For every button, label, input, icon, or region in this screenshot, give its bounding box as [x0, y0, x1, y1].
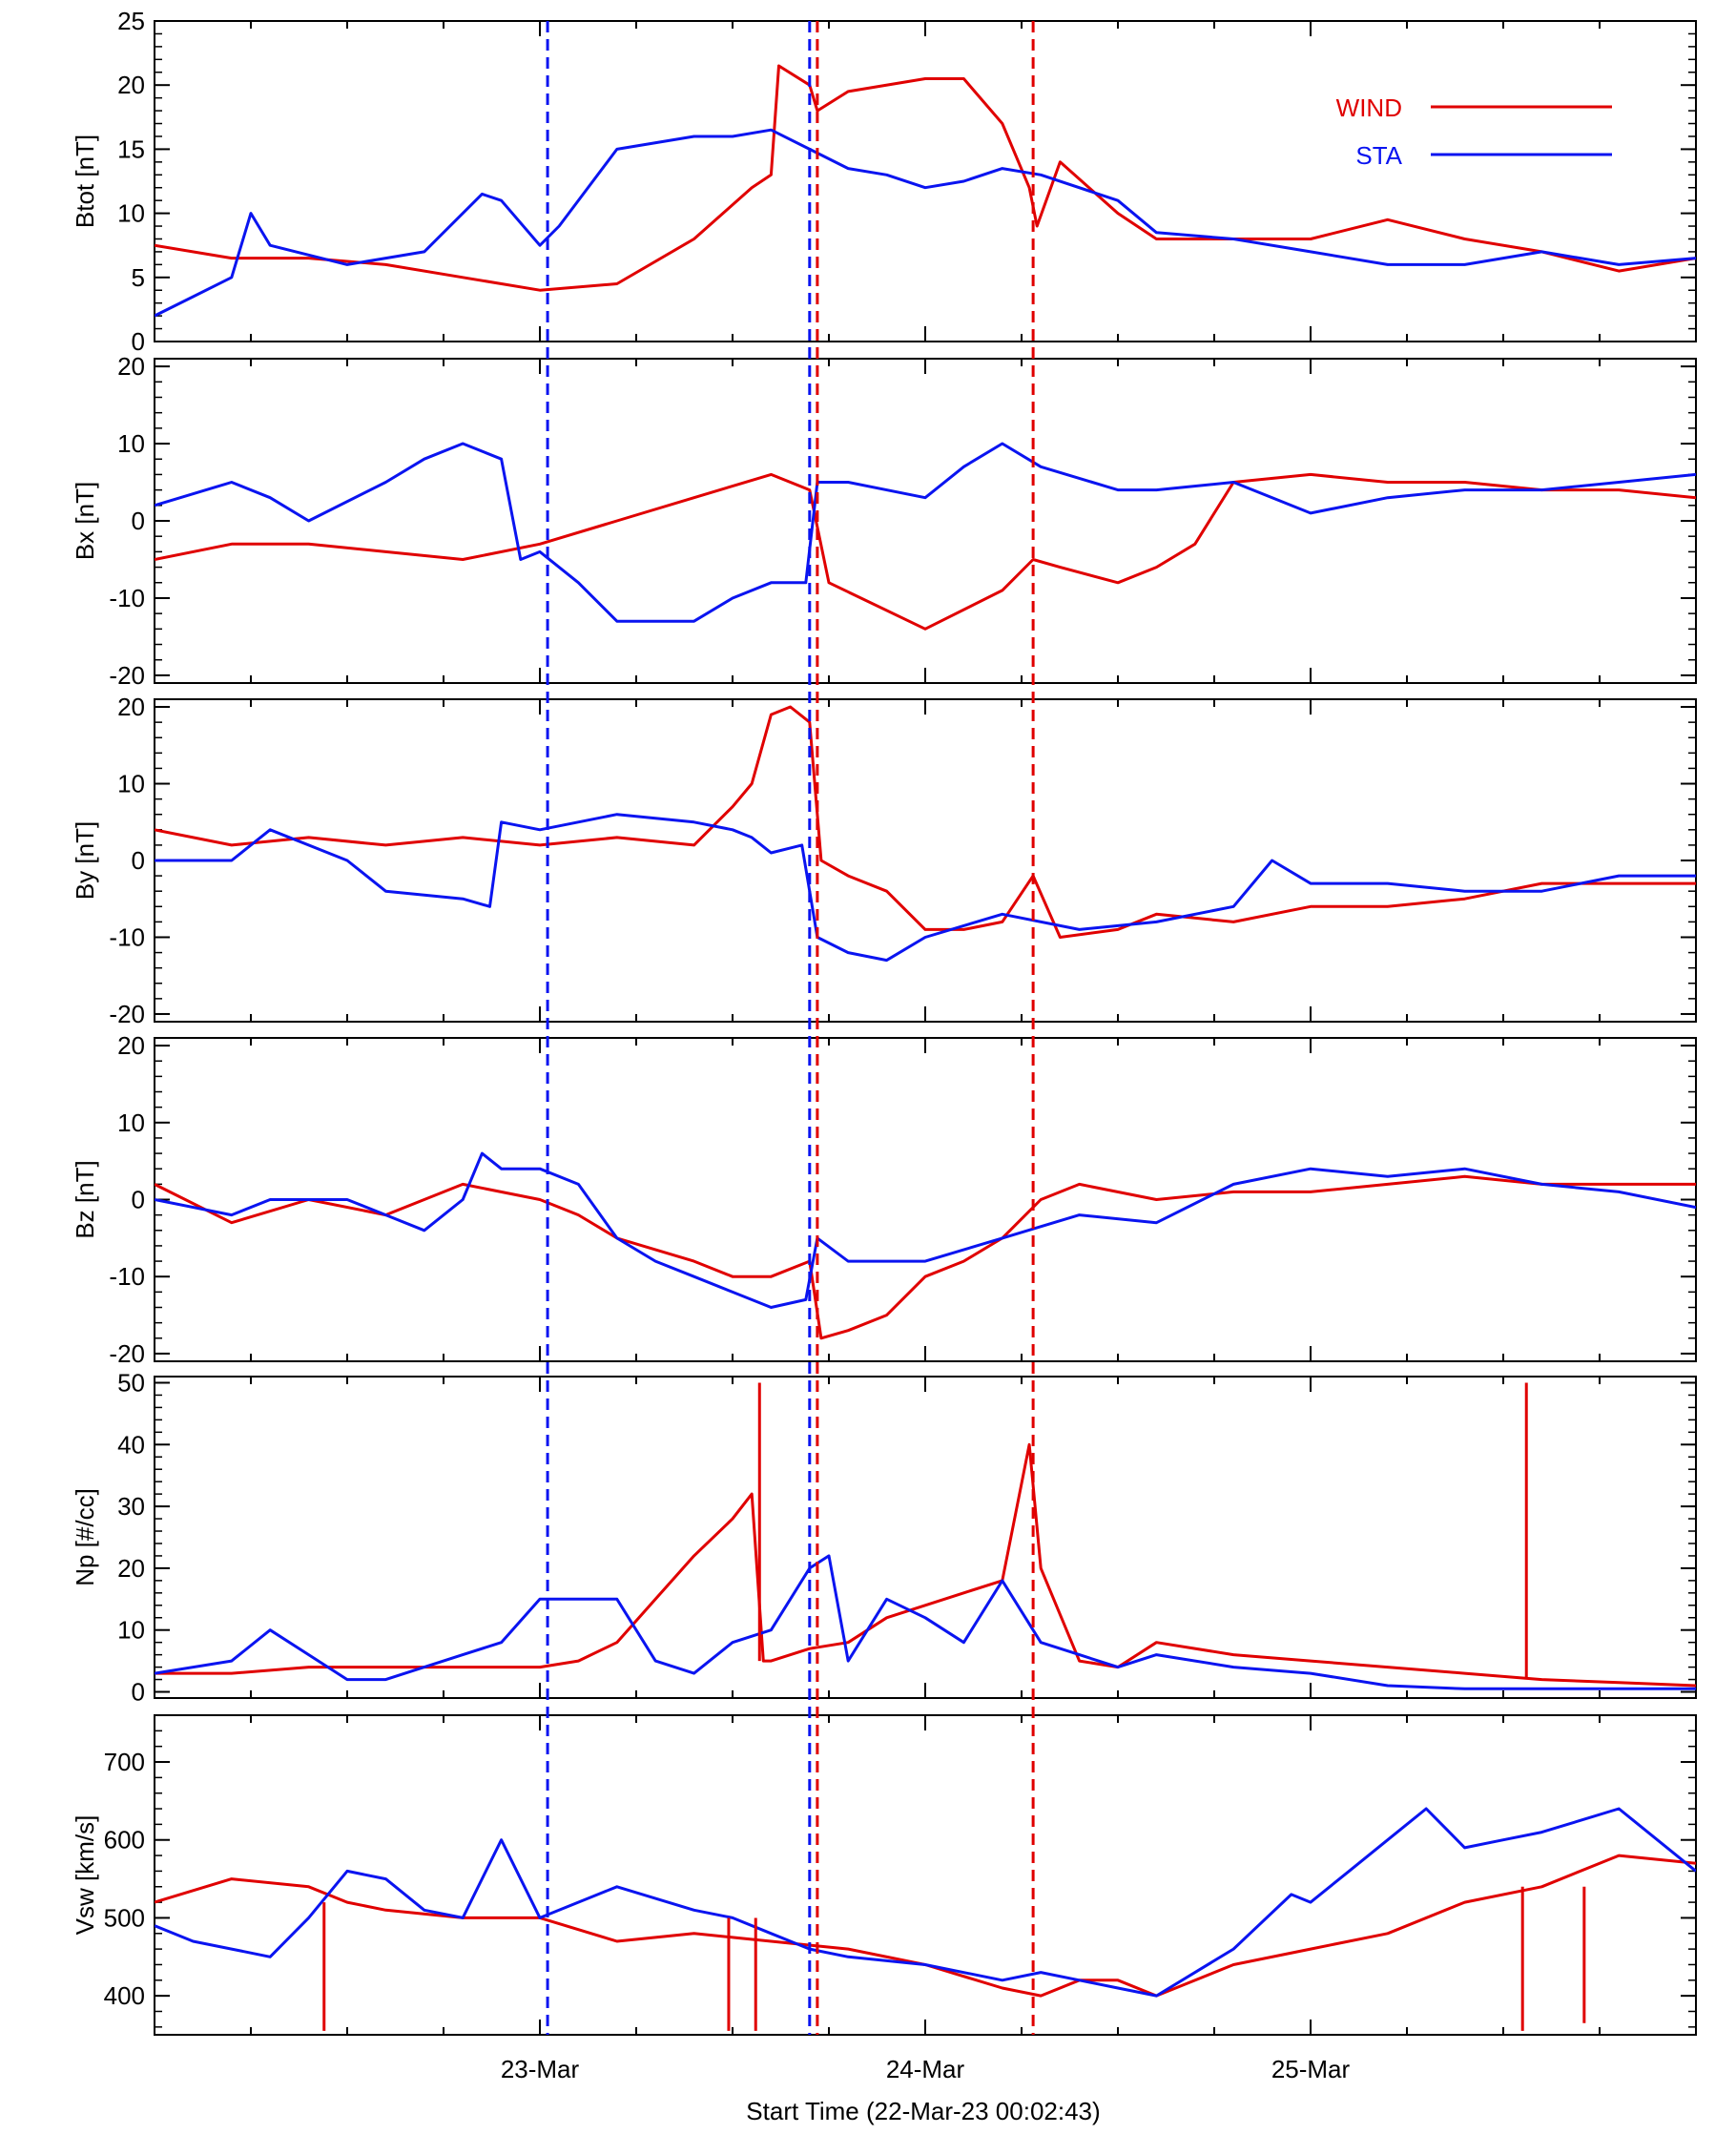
panel-bz: -20 -10 0 10 20 Bz [nT] [71, 1031, 1697, 1368]
series-line-sta [155, 813, 1696, 963]
y-tick-label: 600 [104, 1826, 145, 1854]
panel-by: -20 -10 0 10 20 By [nT] [71, 693, 1697, 1028]
series-line-sta [155, 1554, 1696, 1690]
panel-bx: -20 -10 0 10 20 Bx [nT] [71, 352, 1697, 690]
series-line-wind [155, 705, 1696, 939]
legend: WIND STA [1336, 93, 1612, 170]
y-tick-label: -10 [109, 1262, 145, 1291]
series-line-sta [155, 442, 1696, 623]
legend-label-sta: STA [1355, 141, 1402, 170]
y-axis-label: Btot [nT] [71, 135, 99, 228]
x-axis-title: Start Time (22-Mar-23 00:02:43) [746, 2097, 1100, 2125]
y-tick-label: -10 [109, 584, 145, 612]
series-group [155, 705, 1696, 963]
x-tick-label: 23-Mar [501, 2055, 580, 2083]
y-axis-label: Vsw [km/s] [71, 1815, 99, 1936]
series-line-wind [155, 472, 1696, 631]
y-tick-label: 0 [132, 1186, 145, 1214]
y-tick-label: 20 [117, 1031, 145, 1060]
panel-frame [154, 358, 1697, 684]
y-tick-label: 5 [132, 263, 145, 292]
series-group [155, 1151, 1696, 1340]
y-axis-label: Np [#/cc] [71, 1488, 99, 1586]
series-group [155, 442, 1696, 631]
series-line-sta [155, 1807, 1696, 1998]
y-tick-label: -20 [109, 1000, 145, 1028]
x-tick-label: 24-Mar [886, 2055, 965, 2083]
y-tick-label: 25 [117, 7, 145, 35]
y-tick-label: 0 [132, 846, 145, 875]
y-tick-label: 0 [132, 1678, 145, 1707]
legend-label-wind: WIND [1336, 93, 1402, 122]
y-axis-label: By [nT] [71, 821, 99, 900]
y-tick-label: -20 [109, 661, 145, 690]
boundary-lines [546, 21, 1035, 2035]
y-tick-label: 20 [117, 1554, 145, 1583]
series-group [155, 64, 1696, 318]
y-tick-label: 15 [117, 135, 145, 163]
y-tick-label: -10 [109, 922, 145, 951]
y-tick-label: 20 [117, 352, 145, 381]
y-tick-label: 10 [117, 199, 145, 228]
panel-frame [154, 1037, 1697, 1362]
y-tick-label: -20 [109, 1339, 145, 1368]
series-line-wind [155, 1174, 1696, 1340]
x-axis: 23-Mar 24-Mar 25-Mar [501, 2055, 1351, 2083]
y-axis-label: Bx [nT] [71, 482, 99, 560]
y-tick-label: 10 [117, 1108, 145, 1137]
series-line-wind [155, 1854, 1696, 1998]
y-tick-label: 0 [132, 327, 145, 356]
x-tick-label: 25-Mar [1271, 2055, 1351, 2083]
panel-frame [154, 1376, 1697, 1699]
series-group [155, 1382, 1696, 1690]
panel-frame [154, 20, 1697, 342]
panel-frame [154, 698, 1697, 1023]
series-line-wind [155, 1442, 1696, 1688]
panel-frame [154, 1714, 1697, 2036]
y-tick-label: 40 [117, 1430, 145, 1459]
y-tick-label: 10 [117, 1616, 145, 1645]
y-tick-label: 20 [117, 71, 145, 99]
panel-btot: 0 5 10 15 20 25 Btot [nT] [71, 7, 1697, 356]
y-tick-label: 10 [117, 429, 145, 458]
series-line-wind [155, 64, 1696, 292]
y-tick-label: 50 [117, 1368, 145, 1397]
y-tick-label: 700 [104, 1748, 145, 1776]
y-tick-label: 20 [117, 693, 145, 721]
y-tick-label: 0 [132, 507, 145, 535]
y-tick-label: 400 [104, 1981, 145, 2010]
series-line-sta [155, 128, 1696, 318]
y-axis-label: Bz [nT] [71, 1160, 99, 1238]
panel-np: 0 10 20 30 40 50 Np [#/cc] [71, 1368, 1697, 1707]
y-tick-label: 30 [117, 1492, 145, 1521]
panel-vsw: 400 500 600 700 Vsw [km/s] [71, 1714, 1697, 2036]
y-tick-label: 10 [117, 770, 145, 798]
series-line-sta [155, 1151, 1696, 1309]
series-group [155, 1807, 1696, 2031]
y-tick-label: 500 [104, 1903, 145, 1932]
